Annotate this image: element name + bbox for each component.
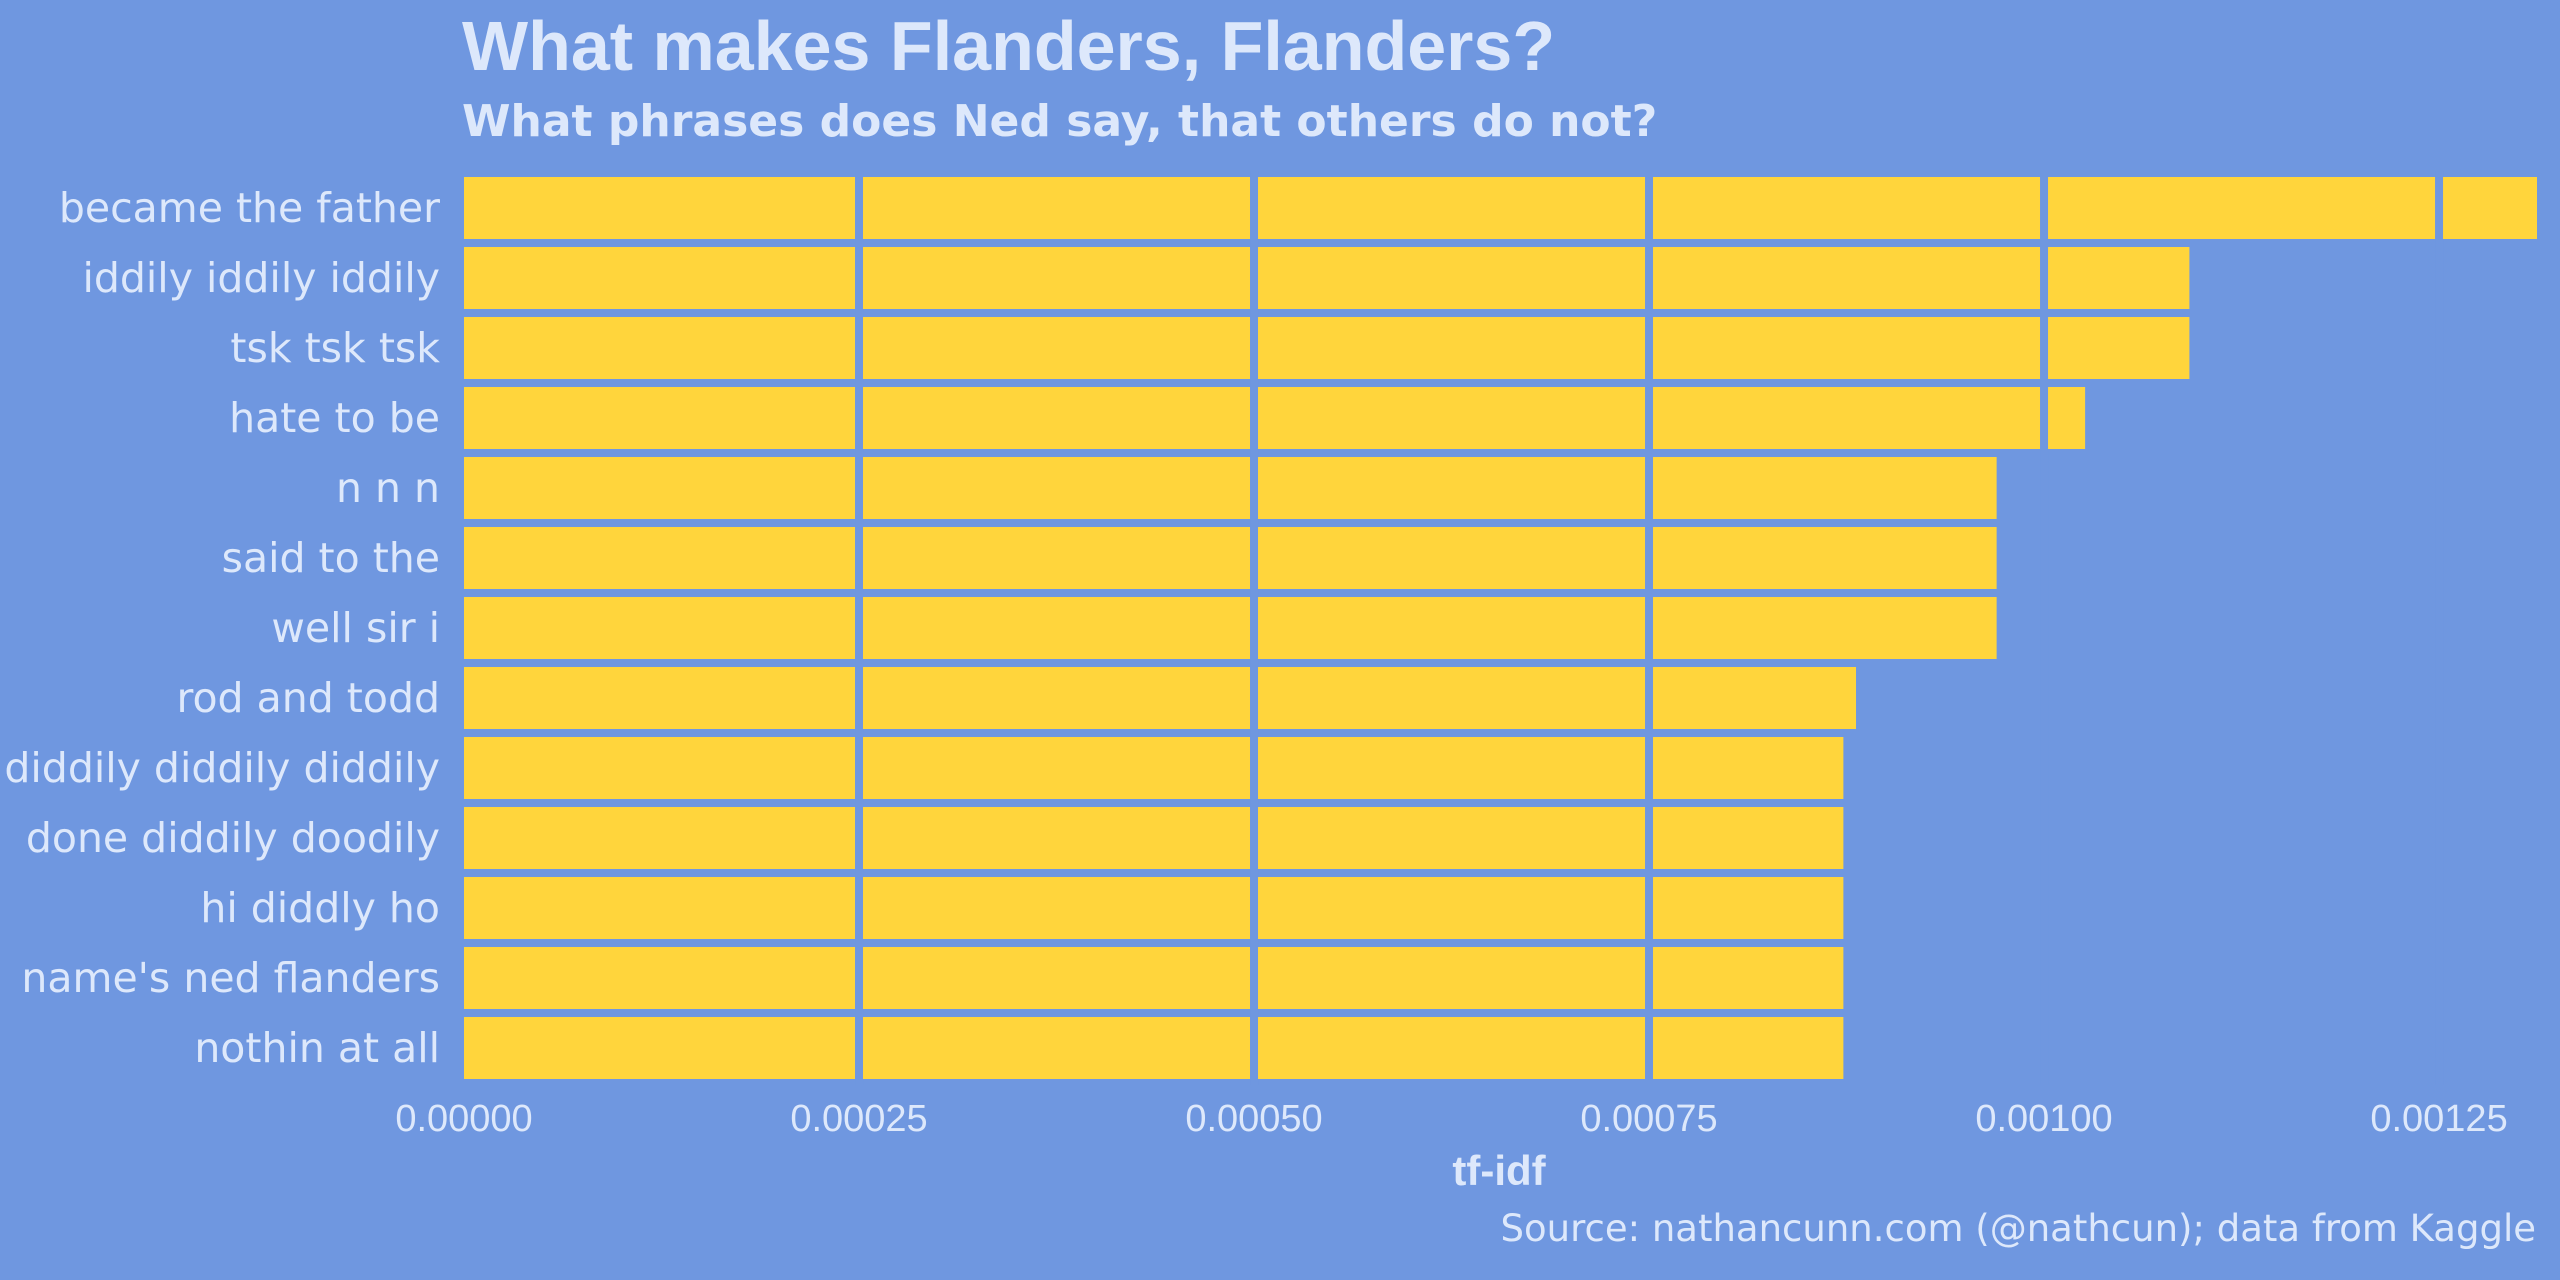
category-label: hate to be [229, 394, 440, 442]
category-label: n n n [336, 464, 440, 512]
x-axis-title: tf-idf [1452, 1147, 1546, 1194]
bar [464, 317, 2190, 379]
bar [464, 877, 1844, 939]
bar [464, 527, 1997, 589]
category-label: became the father [59, 184, 440, 232]
category-label: tsk tsk tsk [230, 324, 440, 372]
category-label: diddily diddily diddily [4, 744, 440, 792]
chart-title: What makes Flanders, Flanders? [462, 7, 1556, 85]
bar [464, 247, 2190, 309]
bar [464, 177, 2537, 239]
x-tick-label: 0.00100 [1975, 1098, 2112, 1140]
x-tick-label: 0.00125 [2370, 1098, 2507, 1140]
category-label: rod and todd [177, 674, 440, 722]
bar [464, 1017, 1844, 1079]
category-label: hi diddly ho [200, 884, 440, 932]
bar [464, 947, 1844, 1009]
bar [464, 807, 1844, 869]
category-label: said to the [222, 534, 440, 582]
source-caption: Source: nathancunn.com (@nathcun); data … [1500, 1207, 2536, 1250]
x-tick-label: 0.00000 [395, 1098, 532, 1140]
category-label: well sir i [271, 604, 440, 652]
bar [464, 597, 1997, 659]
bar [464, 387, 2086, 449]
category-label: iddily iddily iddily [82, 254, 440, 302]
bar [464, 667, 1857, 729]
bar [464, 457, 1997, 519]
x-tick-label: 0.00025 [790, 1098, 927, 1140]
category-label: nothin at all [194, 1024, 440, 1072]
chart-subtitle: What phrases does Ned say, that others d… [462, 96, 1658, 147]
x-tick-label: 0.00075 [1580, 1098, 1717, 1140]
bar [464, 737, 1844, 799]
x-tick-label: 0.00050 [1185, 1098, 1322, 1140]
category-label: name's ned flanders [21, 954, 440, 1002]
category-label: done diddily doodily [26, 814, 440, 862]
